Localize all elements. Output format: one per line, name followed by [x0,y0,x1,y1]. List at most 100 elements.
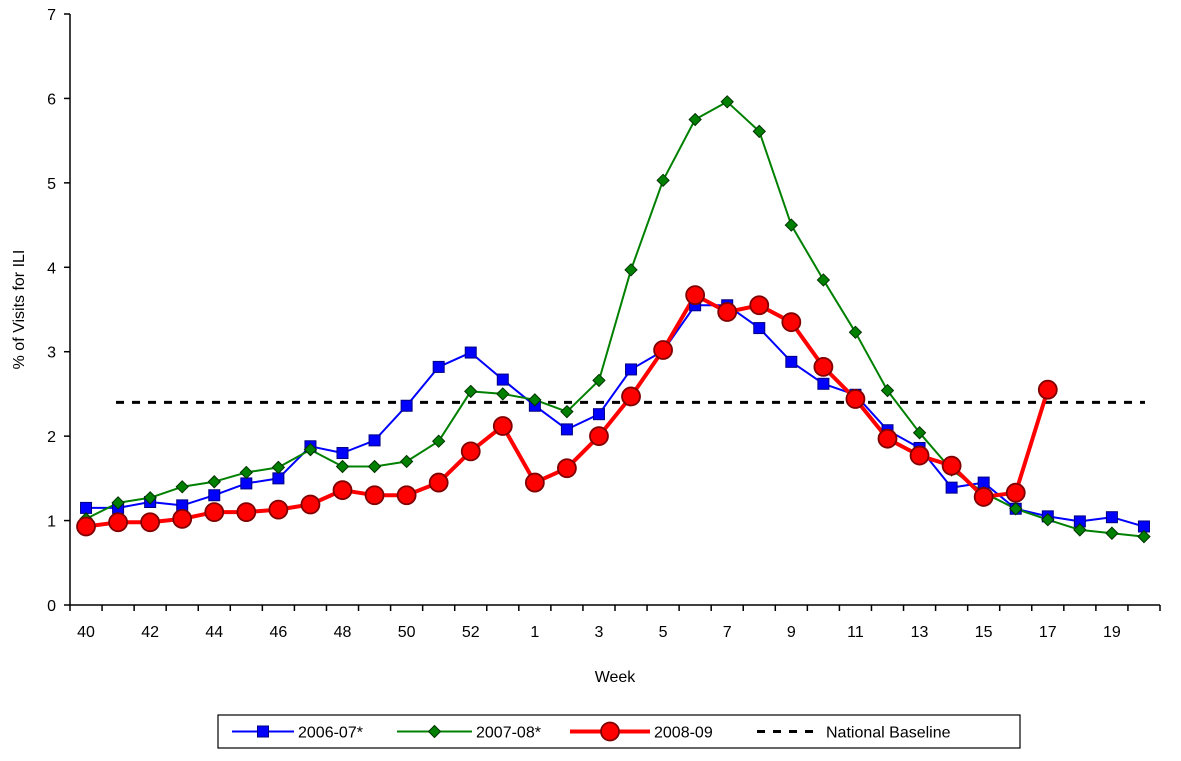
y-tick-label: 1 [47,514,56,531]
series-2006-07-point [625,363,638,376]
series-2007-08-point [464,384,478,399]
x-tick-label: 46 [269,624,287,641]
series-2007-08-point [271,460,286,475]
series-2008-09-point [460,441,481,462]
series-2008-09-point [685,285,706,306]
series-2008-09-point [1037,379,1058,400]
series-2008-09-point [396,485,417,506]
series-2006-07-point [753,322,766,335]
series-2006-07-point [464,346,477,359]
series-2006-07-point [592,408,605,421]
x-tick-label: 9 [787,624,796,641]
y-tick-label: 5 [47,176,56,193]
series-2007-08-point [656,173,670,188]
series-2007-08-point [1009,502,1023,516]
x-tick-label: 17 [1039,624,1057,641]
series-2007-08-point [624,263,638,277]
series-2007-08-point [848,325,863,340]
legend: 2006-07* 2007-08* 2008-09 National Baseline [217,714,1021,749]
series-2007-08-point [720,95,734,109]
series-2007-08-point [175,480,189,494]
x-tick-label: 48 [334,624,352,641]
series-2008-09-point [172,508,193,529]
series-2007-08-point [592,373,606,388]
series-2006-07-point [336,447,349,460]
series-2007-08-point [143,491,157,505]
x-tick-label: 13 [911,624,929,641]
series-2008-09-point [1005,482,1026,503]
x-axis-title: Week [595,669,637,686]
series-2007-08-point [239,465,254,480]
series-2006-07-point [817,377,830,390]
x-tick-label: 42 [141,624,159,641]
series-2006-07-point [400,399,413,412]
series-2008-09-point [108,512,128,533]
series-2007-08-point [207,475,221,489]
series-2008-09-point [877,428,898,449]
series-2006-07-point [208,489,221,502]
y-axis-title: % of Visits for ILI [11,250,28,370]
series-2007-08-point [528,393,542,407]
x-tick-label: 11 [847,624,864,641]
series-2008-09-point [845,389,866,409]
series-2006-07-point [560,423,573,436]
legend-2008-09-point [600,721,620,742]
legend-2006-07-label: 2006-07* [298,725,363,742]
series-2007-08-point [399,454,414,469]
series-2007-08-point [431,434,446,448]
series-2007-08-point [816,273,831,287]
series-2007-08-point [367,459,382,474]
x-tick-label: 44 [205,624,223,641]
x-tick-label: 40 [77,624,95,641]
series-2007-08-point [1105,526,1119,540]
x-tick-label: 15 [975,624,993,641]
series-2006-07-point [945,481,958,494]
x-tick-label: 1 [530,624,539,641]
series-2008-09-point [973,487,994,507]
series-2008-09-point [589,426,609,447]
series-2008-09-point [941,455,962,476]
series-2008-09-point [621,386,641,407]
legend-2008-09-label: 2008-09 [654,725,713,742]
y-tick-label: 4 [47,260,56,277]
y-tick-label: 6 [47,91,56,108]
legend-national-baseline-label: National Baseline [826,725,951,742]
series-2006-07-point [496,373,509,386]
y-tick-label: 0 [47,598,56,615]
series-2008-09-point [749,295,770,316]
series-2007-08-point [1073,523,1087,537]
series-2008-09-point [492,416,513,436]
series-2007-08-point [880,383,895,398]
series-2006-07-line [86,304,1145,528]
series-2007-08-point [303,442,318,457]
series-2008-09-point [428,472,449,493]
legend-2007-08-point [427,724,442,739]
series-2008-09-point [332,480,353,501]
x-tick-label: 7 [723,624,732,641]
series-2007-08-point [752,124,766,139]
series-2008-09-point [524,472,545,493]
series-2008-09-point [300,494,321,515]
series-2008-09-point [140,512,161,533]
series-2006-07-point [368,434,381,447]
series-2008-09-point [557,458,577,479]
series-2006-07-point [1105,511,1118,524]
series-2008-09-point [717,302,738,322]
series-2006-07-point [785,355,798,368]
series-2008-09-point [204,502,225,523]
legend-2006-07-point [257,725,269,738]
x-tick-label: 3 [595,624,604,641]
series-2007-08-point [496,387,510,401]
series-2008-09-point [909,445,930,466]
series-2007-08-point [784,218,799,232]
y-tick-label: 3 [47,345,56,362]
series-2007-08-point [335,459,350,474]
legend-2007-08-label: 2007-08* [476,725,541,742]
series-2007-08-point [688,112,702,127]
series-2006-07-point [432,360,445,373]
series-2007-08-point [1041,513,1055,527]
series-2007-08-point [1137,529,1151,544]
y-tick-label: 2 [47,429,56,446]
series-2008-09-point [364,485,385,506]
